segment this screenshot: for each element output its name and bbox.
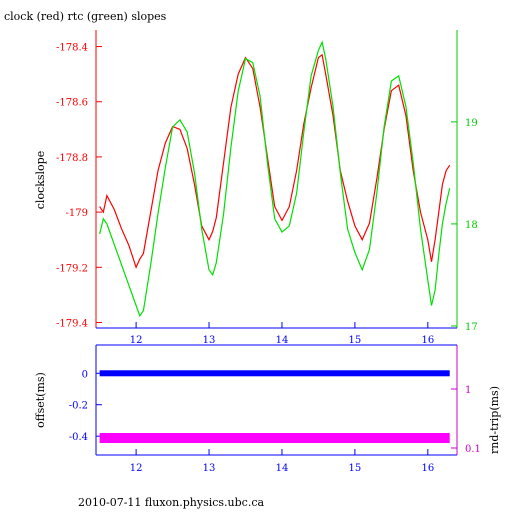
right-ticks: 10.1 bbox=[451, 385, 481, 455]
y2-tick-label: 18 bbox=[465, 220, 478, 231]
y-tick-label: -178.4 bbox=[56, 43, 88, 54]
bottom-panel: 0-0.2-0.4 10.1 12 13 14 15 16 offset(ms) rnd… bbox=[34, 344, 501, 474]
right-ticks: 17 18 19 bbox=[451, 118, 478, 333]
x-ticks: 12 13 14 15 16 bbox=[130, 449, 434, 474]
rtc-slope-series bbox=[99, 40, 451, 318]
x-tick-label: 14 bbox=[276, 335, 289, 346]
y-tick-label: -178.8 bbox=[56, 153, 88, 164]
x-tick-label: 12 bbox=[130, 335, 143, 346]
left-ticks: 0 -0.2 -0.4 bbox=[69, 369, 102, 443]
offset-series bbox=[99, 370, 450, 377]
top-panel: -178.4-178.6-178.8-179-179.2-179.4 17181… bbox=[34, 30, 478, 346]
y2-tick-label: 19 bbox=[465, 118, 478, 129]
x-tick-label: 12 bbox=[130, 463, 143, 474]
round-trip-series bbox=[99, 433, 450, 443]
y2-axis-label: rnd-trip(ms) bbox=[488, 386, 501, 454]
x-tick-label: 15 bbox=[349, 463, 362, 474]
y2-tick-label: 1 bbox=[465, 385, 471, 396]
y-axis-label: offset(ms) bbox=[34, 372, 47, 428]
y-tick-label: -0.4 bbox=[69, 432, 88, 443]
x-tick-label: 16 bbox=[421, 335, 434, 346]
x-tick-label: 13 bbox=[203, 335, 216, 346]
y-tick-label: -179.2 bbox=[56, 263, 88, 274]
y-tick-label: -179 bbox=[66, 208, 88, 219]
left-ticks: -178.4 -178.6 -178.8 -179 -179.2 -179.4 bbox=[56, 43, 102, 329]
plot-area bbox=[99, 40, 451, 318]
clock-slope-series bbox=[99, 53, 451, 269]
x-ticks: 12 13 14 15 16 bbox=[130, 322, 434, 346]
footer: 2010-07-11 fluxon.physics.ubc.ca bbox=[78, 496, 264, 509]
x-tick-label: 16 bbox=[421, 463, 434, 474]
y-axis-label: clockslope bbox=[34, 151, 47, 209]
y2-tick-label: 0.1 bbox=[465, 444, 481, 455]
y-tick-label: 0 bbox=[82, 369, 88, 380]
x-tick-label: 14 bbox=[276, 463, 289, 474]
y2-tick-label: 17 bbox=[465, 322, 478, 333]
y-tick-label: -0.2 bbox=[69, 401, 88, 412]
y-tick-label: -179.4 bbox=[56, 318, 88, 329]
x-tick-label: 15 bbox=[349, 335, 362, 346]
y-tick-label: -178.6 bbox=[56, 98, 88, 109]
x-tick-label: 13 bbox=[203, 463, 216, 474]
chart-title: clock (red) rtc (green) slopes bbox=[4, 10, 167, 23]
plot-area bbox=[99, 370, 450, 443]
